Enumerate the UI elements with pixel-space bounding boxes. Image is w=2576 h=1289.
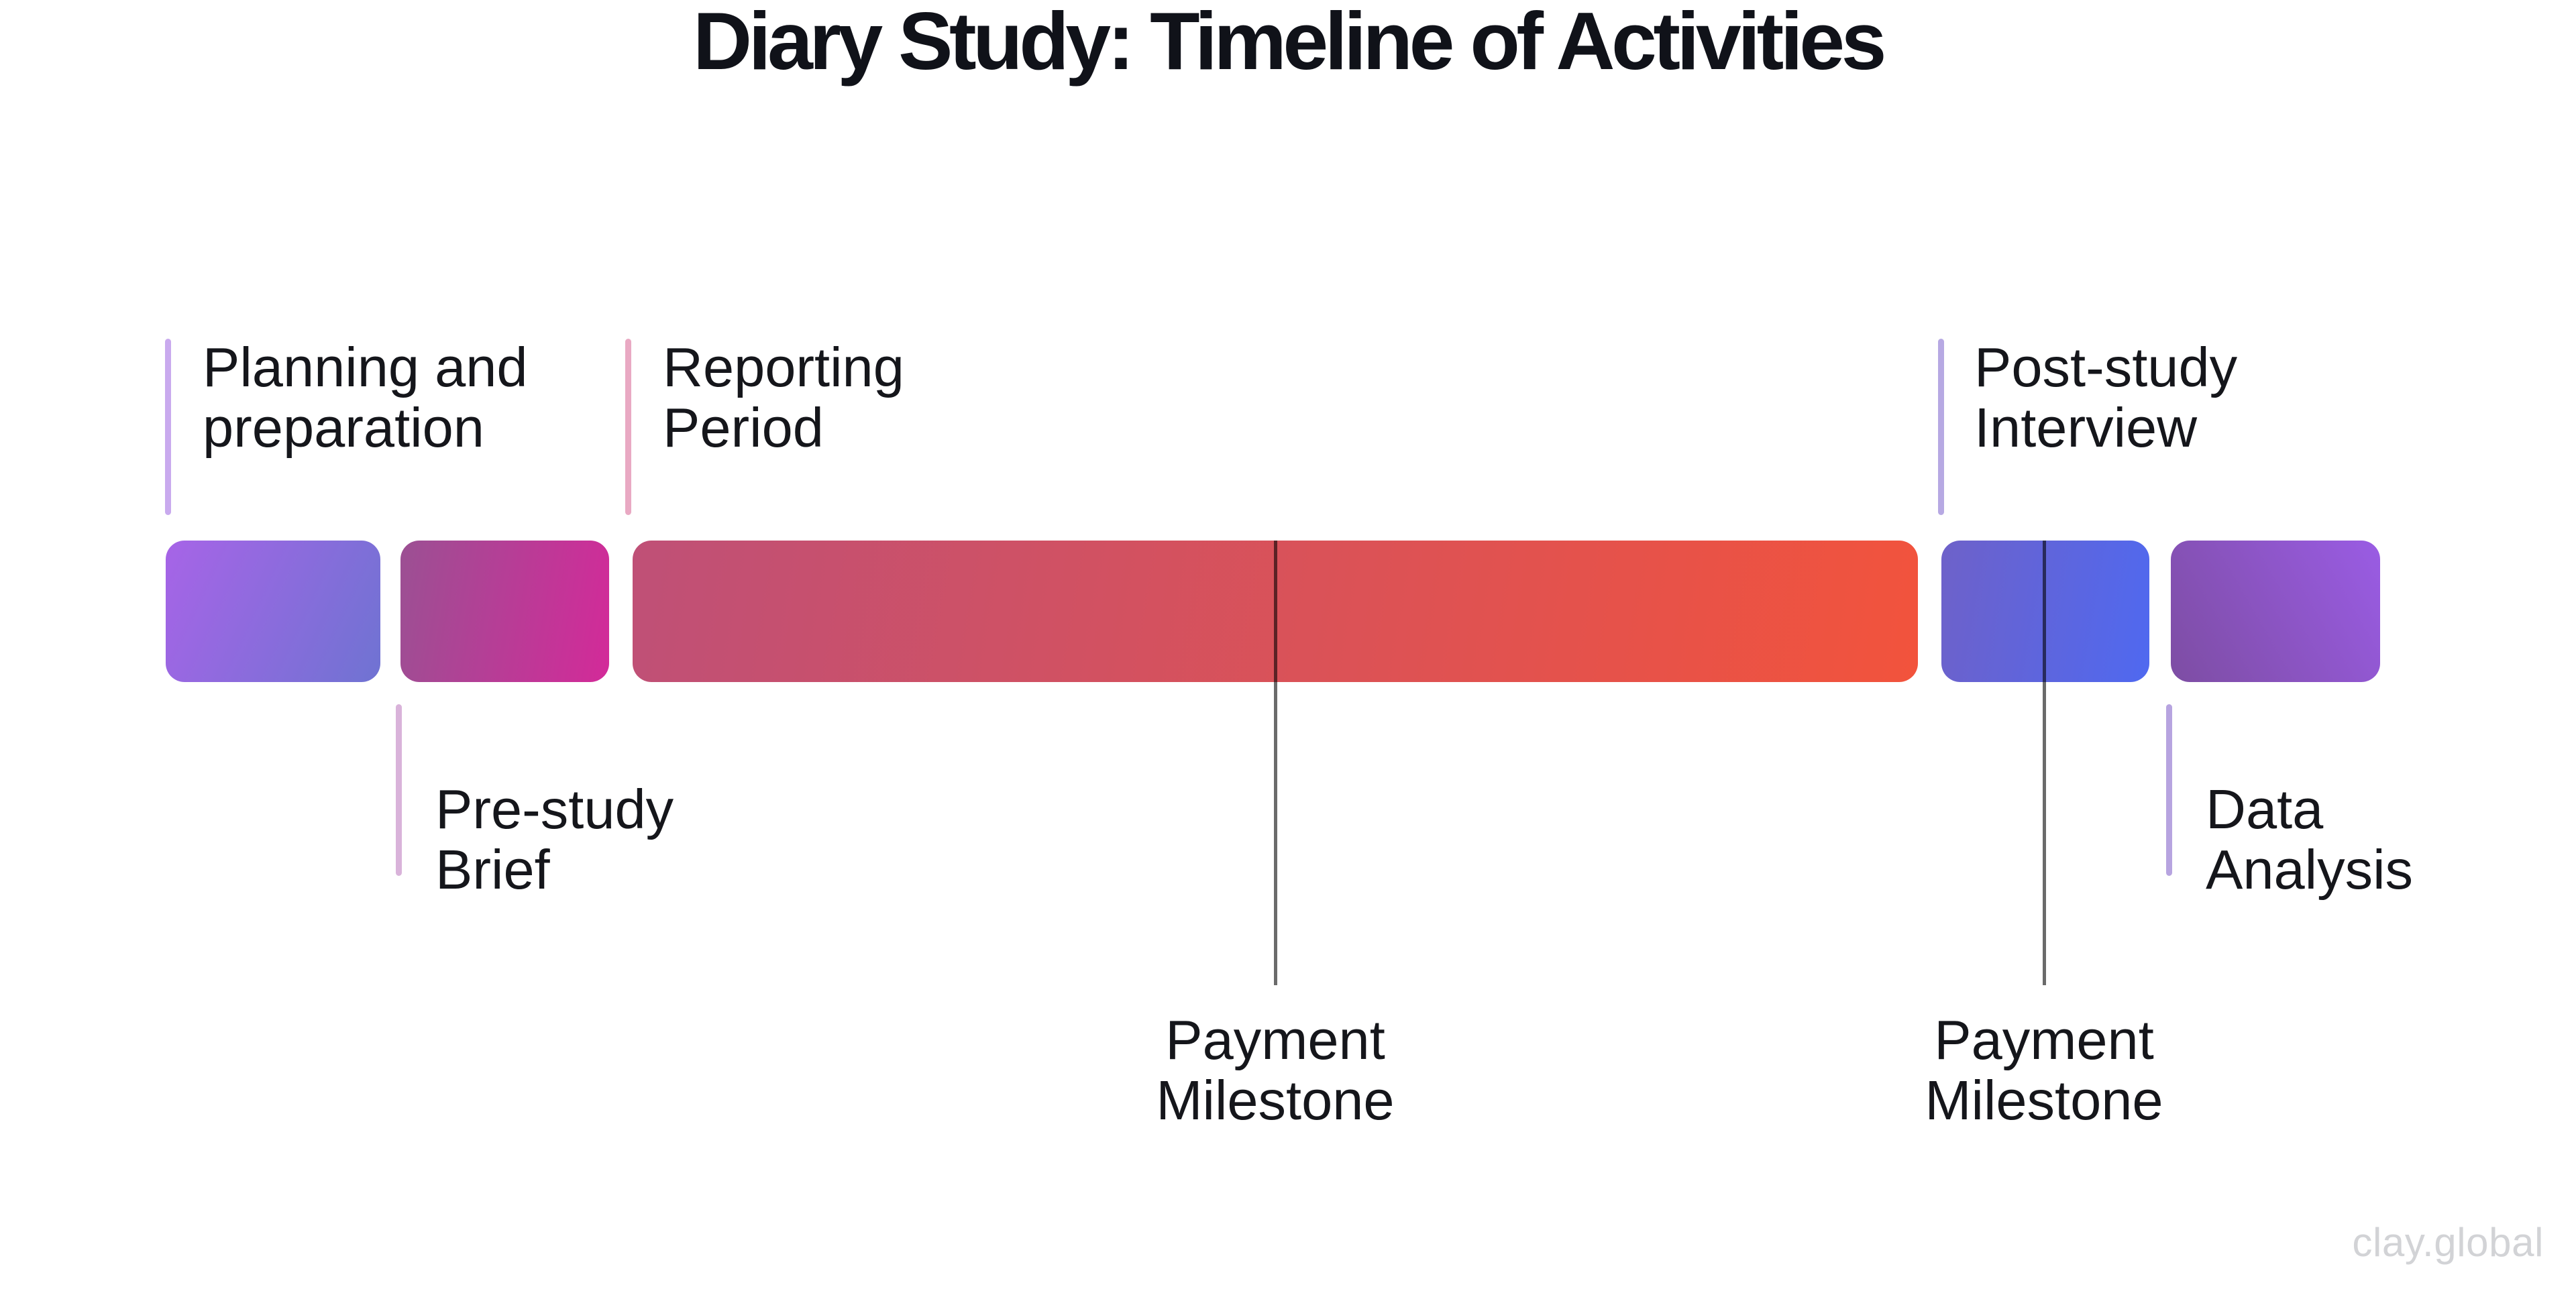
tick-reporting-period (625, 339, 631, 515)
tick-data-analysis (2166, 704, 2172, 876)
watermark: clay.global (2352, 1220, 2544, 1265)
label-reporting-period: Reporting Period (663, 336, 904, 459)
tick-planning-and-preparation (165, 339, 171, 515)
label-data-analysis: Data Analysis (2206, 778, 2414, 901)
segment-planning-and-preparation (166, 541, 380, 682)
milestone-label-1: Payment Milestone (1156, 1009, 1395, 1131)
page-title: Diary Study: Timeline of Activities (693, 0, 1886, 87)
milestone-line-2 (2043, 541, 2046, 985)
label-planning-and-preparation: Planning and preparation (203, 336, 528, 459)
label-post-study-interview: Post-study Interview (1974, 336, 2238, 459)
tick-pre-study-brief (396, 704, 402, 876)
label-pre-study-brief: Pre-study Brief (435, 778, 674, 901)
milestone-line-1 (1274, 541, 1277, 985)
segment-pre-study-brief (400, 541, 609, 682)
tick-post-study-interview (1938, 339, 1944, 515)
milestone-label-2: Payment Milestone (1925, 1009, 2163, 1131)
segment-data-analysis (2171, 541, 2380, 682)
